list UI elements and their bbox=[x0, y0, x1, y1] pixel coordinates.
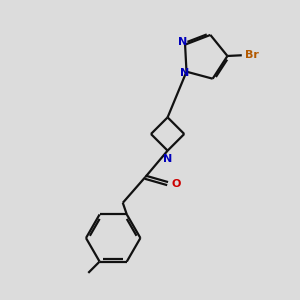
Text: Br: Br bbox=[245, 50, 259, 60]
Text: N: N bbox=[180, 68, 190, 78]
Text: N: N bbox=[178, 38, 188, 47]
Text: N: N bbox=[163, 154, 172, 164]
Text: O: O bbox=[172, 178, 181, 189]
